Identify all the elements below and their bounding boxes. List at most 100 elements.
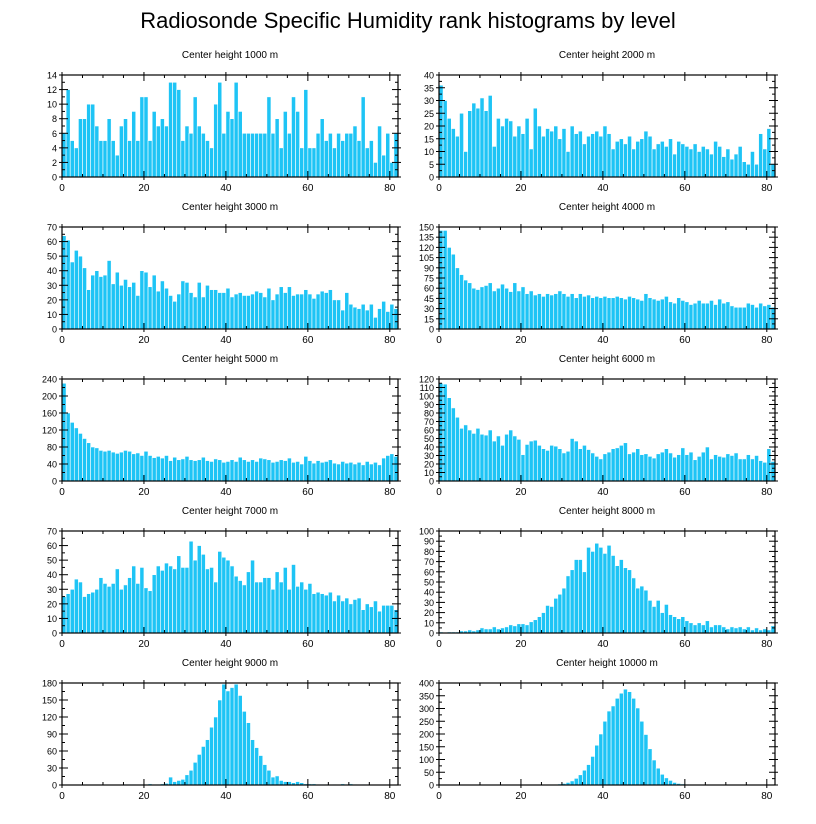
y-tick-label: 20 [424,122,434,132]
histogram-bar [627,135,632,178]
histogram-bar [688,622,694,634]
histogram-bar [639,300,645,330]
histogram-bar [225,111,231,178]
histogram-bar [549,606,555,634]
histogram-bar [299,463,305,482]
histogram-bar [557,138,563,178]
histogram-bar [602,553,608,634]
histogram-bar [455,416,460,482]
x-tick-label: 80 [761,183,773,194]
histogram-bar [659,612,665,634]
histogram-bar [754,627,759,634]
histogram-bar [668,780,673,786]
histogram-bar [168,295,173,330]
histogram-panel: Center height 2000 m 0 20 40 60 80 0 5 10 15 20 25 3… [424,50,778,194]
histogram-bar [610,297,616,330]
y-tick-label: 300 [419,704,434,714]
histogram-bar [598,135,604,178]
panel-title: Center height 8000 m [559,506,655,517]
histogram-bar [356,308,362,330]
histogram-bar [139,455,145,482]
histogram-bar [262,296,268,330]
histogram-bar [209,147,214,178]
histogram-bar [69,588,75,634]
histogram-bar [565,151,571,178]
histogram-bar [176,293,182,330]
histogram-bar [623,567,628,634]
histogram-bar [532,619,538,634]
histogram-bar [594,744,600,786]
histogram-bar [369,140,374,178]
histogram-bar [610,148,616,178]
y-tick-label: 0 [52,173,57,183]
histogram-bar [500,125,505,178]
y-tick-label: 120 [42,713,57,723]
histogram-bar [659,298,665,330]
histogram-bar [348,132,354,178]
histogram-bar [578,559,583,634]
histogram-bar [127,140,132,178]
histogram-bar [475,427,481,482]
x-tick-label: 60 [679,791,691,802]
histogram-bar [127,577,132,634]
histogram-bar [569,569,575,634]
histogram-bar [590,133,596,178]
histogram-bar [733,627,739,634]
y-tick-label: 30 [47,764,57,774]
histogram-bar [119,588,124,634]
histogram-bar [151,457,157,482]
histogram-bar [364,147,370,178]
histogram-bar [160,457,165,482]
y-tick-label: 30 [424,304,434,314]
histogram-bar [725,148,731,178]
y-tick-label: 35 [424,83,434,93]
histogram-bar [700,146,706,178]
y-tick-label: 10 [47,310,57,320]
y-tick-label: 2 [52,158,57,168]
histogram-bar [672,153,677,178]
histogram-bar [377,464,382,482]
histogram-bar [274,118,280,178]
histogram-bar [721,302,727,330]
x-tick-label: 80 [384,183,396,194]
y-tick-label: 60 [424,426,434,436]
x-tick-label: 60 [679,639,691,650]
x-tick-label: 40 [220,335,232,346]
histogram-bar [463,424,468,482]
histogram-bar [389,605,395,634]
histogram-bar [221,683,227,786]
histogram-bar [237,580,243,634]
histogram-bar [520,454,526,482]
histogram-bar [352,599,358,634]
y-tick-label: 30 [424,96,434,106]
histogram-bar [131,282,137,330]
histogram-bar [233,683,239,786]
histogram-bar [180,280,186,330]
x-tick-label: 20 [515,487,527,498]
histogram-bar [385,605,391,634]
y-tick-label: 10 [424,618,434,628]
histogram-bar [123,450,128,482]
histogram-bar [241,459,247,482]
histogram-bar [442,383,448,482]
histogram-bar [565,575,571,634]
histogram-bar [770,625,776,634]
histogram-bar [168,460,173,482]
histogram-bar [500,283,505,330]
histogram-bar [635,298,641,330]
histogram-bar [385,311,391,330]
histogram-bar [299,147,305,178]
histogram-bar [459,274,464,330]
histogram-bar [709,626,714,634]
histogram-bar [295,293,300,330]
x-tick-label: 20 [515,183,527,194]
histogram-bar [250,739,255,786]
x-tick-label: 40 [220,791,232,802]
histogram-bar [643,293,649,330]
histogram-bar [61,382,67,482]
histogram-bar [262,458,268,482]
histogram-bar [311,298,317,330]
histogram-bar [733,306,739,330]
histogram-bar [729,455,735,482]
histogram-bar [565,450,571,482]
